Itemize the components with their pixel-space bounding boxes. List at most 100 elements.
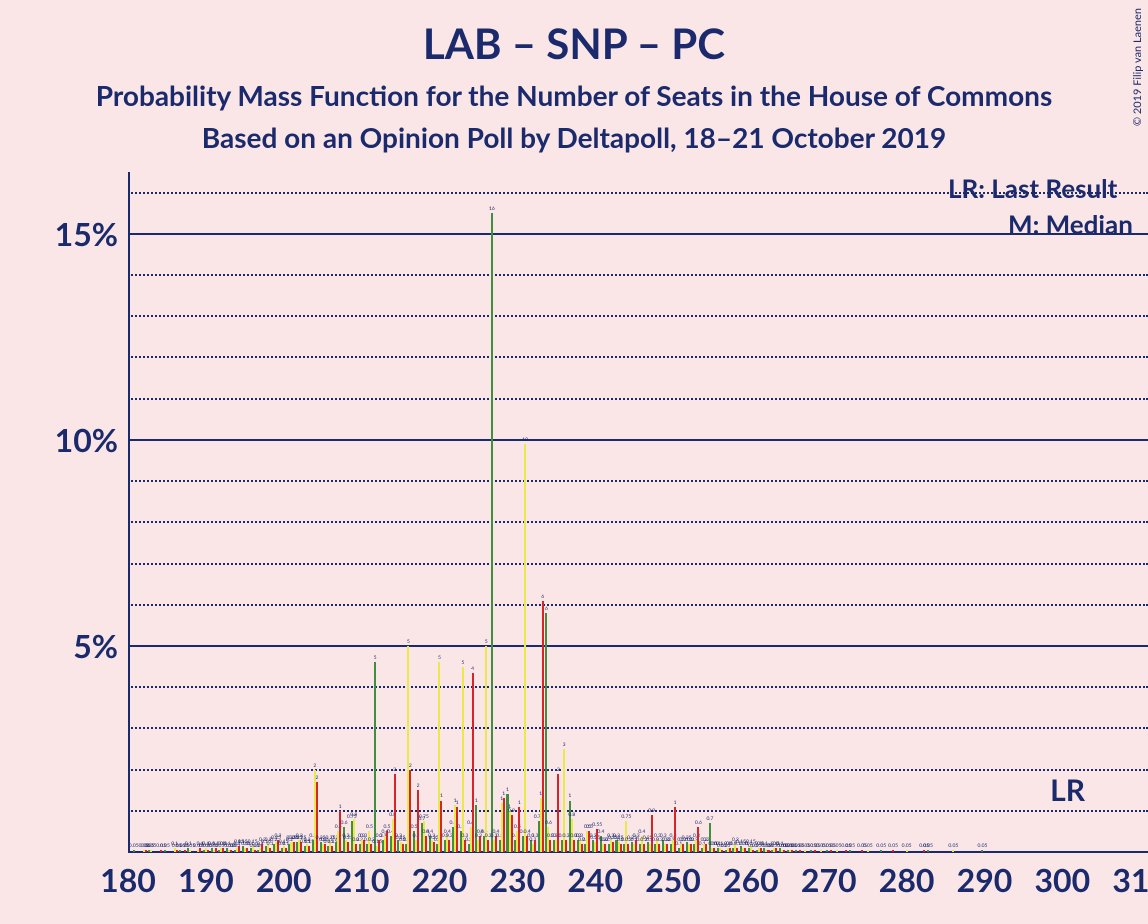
bar-value-label: 1 — [456, 800, 459, 806]
bar-red — [783, 850, 785, 852]
x-tick-label: 240 — [567, 860, 623, 899]
bar-red — [378, 840, 380, 852]
gridline-minor — [128, 315, 1148, 317]
bar-red — [339, 811, 341, 852]
bar-red — [479, 836, 481, 852]
bar-red — [316, 782, 318, 852]
bar-red — [557, 774, 559, 852]
bar-red — [705, 844, 707, 852]
chart-subtitle-line1: Probability Mass Function for the Number… — [0, 78, 1148, 112]
last-result-marker: LR — [1050, 772, 1085, 808]
bar-yellow — [952, 850, 954, 852]
bar-value-label: 5 — [461, 660, 464, 666]
bar-red — [269, 848, 271, 852]
bar-value-label: 1 — [674, 800, 677, 806]
bar-red — [230, 850, 232, 852]
bar-red — [814, 850, 816, 852]
bar-green — [545, 613, 547, 852]
bar-value-label: 0.5 — [366, 824, 373, 830]
bar-value-label: 2 — [313, 763, 316, 769]
bar-value-label: 0.4 — [597, 829, 604, 835]
x-tick-label: 200 — [256, 860, 312, 899]
bar-value-label: 1 — [339, 804, 342, 810]
bar-value-label: 0.05 — [948, 843, 958, 849]
bar-red — [892, 850, 894, 852]
bar-value-label: 0.75 — [419, 814, 429, 820]
bar-green — [795, 850, 797, 852]
bar-red — [331, 846, 333, 852]
x-tick-label: 230 — [489, 860, 545, 899]
bar-red — [402, 844, 404, 852]
bar-red — [799, 850, 801, 852]
bar-value-label: 0.6 — [545, 820, 552, 826]
bar-red — [355, 844, 357, 852]
bar-red — [752, 850, 754, 852]
x-tick-label: 270 — [801, 860, 857, 899]
bar-value-label: 1 — [475, 798, 478, 804]
bar-red — [370, 844, 372, 852]
bar-yellow — [804, 850, 806, 852]
bar-red — [744, 848, 746, 852]
copyright-text: © 2019 Filip van Laenen — [1131, 8, 1144, 126]
bar-green — [981, 850, 983, 852]
bar-green — [849, 850, 851, 852]
bar-red — [767, 850, 769, 852]
gridline-minor — [128, 521, 1148, 523]
bar-red — [791, 850, 793, 852]
bar-red — [643, 844, 645, 852]
bar-green — [179, 850, 181, 852]
bar-red — [347, 842, 349, 852]
bar-red — [830, 850, 832, 852]
bar-red — [308, 846, 310, 852]
gridline-minor — [128, 563, 1148, 565]
bar-red — [736, 848, 738, 852]
chart-title: LAB – SNP – PC — [0, 18, 1148, 68]
y-tick-label: 15% — [18, 214, 118, 253]
bar-value-label: 0.05 — [845, 843, 855, 849]
x-tick-label: 300 — [1035, 860, 1091, 899]
gridline-minor — [128, 686, 1148, 688]
bar-red — [285, 848, 287, 852]
bar-red — [238, 846, 240, 852]
y-tick-label: 5% — [18, 626, 118, 665]
bar-value-label: 1 — [440, 793, 443, 799]
bar-red — [573, 840, 575, 852]
bar-value-label: 1 — [568, 793, 571, 799]
bar-value-label: 2 — [315, 775, 318, 781]
bar-value-label: 2 — [409, 763, 412, 769]
gridline-minor — [128, 727, 1148, 729]
bar-red — [581, 844, 583, 852]
bar-value-label: 2 — [557, 767, 560, 773]
bar-red — [666, 844, 668, 852]
bar-value-label: 0.05 — [888, 843, 898, 849]
bar-yellow — [820, 850, 822, 852]
bar-value-label: 2 — [393, 767, 396, 773]
bar-value-label: 1 — [518, 800, 521, 806]
bar-red — [627, 844, 629, 852]
bar-value-label: 0.05 — [876, 843, 886, 849]
bar-red — [651, 815, 653, 852]
bar-red — [549, 840, 551, 852]
bar-yellow — [524, 444, 526, 852]
bar-red — [293, 842, 295, 852]
bar-red — [246, 848, 248, 852]
bar-green — [826, 850, 828, 852]
bar-green — [927, 850, 929, 852]
bar-red — [409, 770, 411, 852]
bar-value-label: 2 — [417, 783, 420, 789]
bar-value-label: 6 — [545, 606, 548, 612]
bar-value-label: 0.05 — [902, 843, 912, 849]
bar-red — [713, 848, 715, 852]
bar-red — [503, 798, 505, 852]
bar-value-label: 16 — [489, 206, 495, 212]
bar-value-label: 0.05 — [160, 843, 170, 849]
bar-value-label: 0.6 — [695, 820, 702, 826]
bar-green — [491, 213, 493, 852]
bar-red — [433, 842, 435, 852]
gridline-minor — [128, 810, 1148, 812]
bar-red — [697, 827, 699, 852]
bar-value-label: 0.8 — [568, 812, 575, 818]
bar-red — [207, 850, 209, 852]
gridline-minor — [128, 604, 1148, 606]
bar-yellow — [836, 850, 838, 852]
